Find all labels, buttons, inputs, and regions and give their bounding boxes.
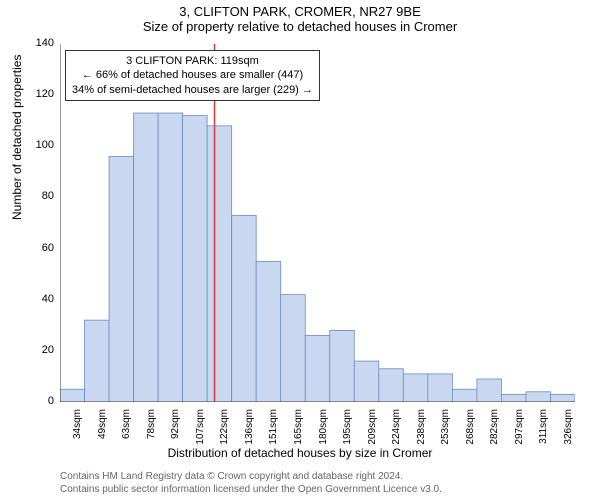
callout-box: 3 CLIFTON PARK: 119sqm ← 66% of detached… — [65, 50, 320, 101]
footer: Contains HM Land Registry data © Crown c… — [60, 470, 442, 496]
x-axis-label: Distribution of detached houses by size … — [0, 446, 600, 460]
bar — [134, 113, 159, 402]
bar — [305, 336, 330, 402]
y-tick-label: 0 — [24, 395, 54, 407]
bar — [183, 116, 208, 402]
footer-line1: Contains HM Land Registry data © Crown c… — [60, 470, 442, 483]
y-tick-label: 100 — [24, 139, 54, 151]
y-tick-label: 60 — [24, 242, 54, 254]
bar — [281, 295, 306, 402]
chart-container: 3, CLIFTON PARK, CROMER, NR27 9BE Size o… — [0, 0, 600, 500]
page-title-line2: Size of property relative to detached ho… — [0, 19, 600, 38]
callout-line2: ← 66% of detached houses are smaller (44… — [72, 68, 313, 82]
bar — [452, 389, 477, 402]
bar — [550, 394, 575, 402]
y-tick-label: 40 — [24, 293, 54, 305]
bar — [330, 330, 355, 402]
bar — [60, 389, 85, 402]
y-axis-label: Number of detached properties — [10, 55, 24, 220]
bar — [85, 320, 110, 402]
callout-line3: 34% of semi-detached houses are larger (… — [72, 83, 313, 97]
bar — [477, 379, 502, 402]
bar — [158, 113, 183, 402]
bar — [354, 361, 379, 402]
bar — [379, 369, 404, 402]
bar — [526, 392, 551, 402]
bar — [207, 126, 232, 402]
y-tick-label: 120 — [24, 88, 54, 100]
y-tick-label: 140 — [24, 37, 54, 49]
bar — [109, 157, 134, 402]
bar — [256, 261, 281, 402]
bar — [232, 215, 257, 402]
y-tick-label: 80 — [24, 190, 54, 202]
y-tick-label: 20 — [24, 344, 54, 356]
bar — [403, 374, 428, 402]
callout-line1: 3 CLIFTON PARK: 119sqm — [72, 54, 313, 68]
footer-line2: Contains public sector information licen… — [60, 483, 442, 496]
page-title-line1: 3, CLIFTON PARK, CROMER, NR27 9BE — [0, 0, 600, 19]
bar — [501, 394, 526, 402]
bar — [428, 374, 453, 402]
